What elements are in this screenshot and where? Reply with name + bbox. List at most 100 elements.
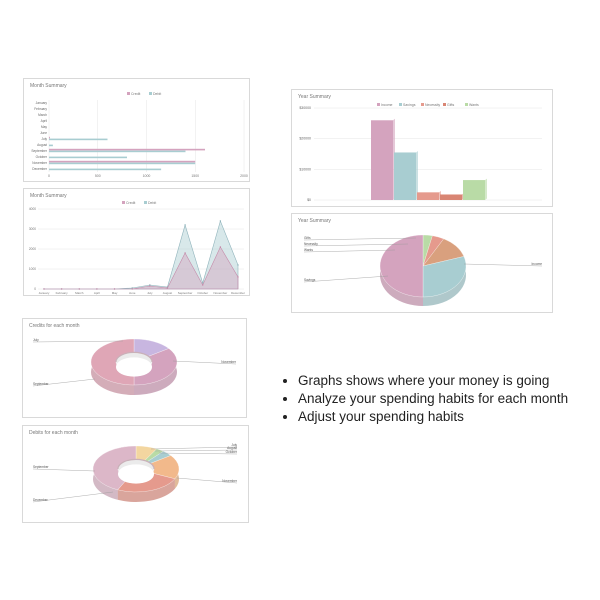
callout-line [303,275,389,283]
legend-label: Credit [131,92,140,96]
chart-title: Month Summary [30,83,67,89]
x-tick-label: 0 [48,174,50,178]
slice-label: November [221,360,237,364]
chart-title: Debits for each month [29,430,78,436]
data-point [184,252,186,254]
y-tick-label: November [32,161,48,165]
data-point [202,284,204,286]
data-point [78,288,80,290]
x-tick-label: July [147,291,153,295]
legend-swatch [127,92,130,95]
slice-label: Wants [304,248,313,252]
legend-label: Debit [148,201,156,205]
callout-line [150,446,238,450]
legend-swatch [377,103,380,106]
bar [463,180,485,200]
y-tick-label: August [37,143,47,147]
pie-side [423,256,466,306]
slice-label: Gifts [304,236,311,240]
year-summary-pie-panel: Year Summary Gifts Necessity Wants Savings I… [291,213,553,313]
legend-swatch [144,201,147,204]
y-tick-label: 0 [34,287,36,291]
legend-swatch [443,103,446,106]
y-tick-label: February [34,107,47,111]
callout-line [32,468,96,472]
chart-title: Month Summary [30,193,67,199]
data-point [96,288,98,290]
y-tick-label: April [41,119,48,123]
y-tick-label: September [31,149,48,153]
callout-line [32,340,124,343]
callout-line [172,360,237,365]
data-point [166,287,169,289]
data-point [184,224,186,226]
y-tick-label: March [38,113,47,117]
y-tick-label: $20000 [299,137,311,141]
callout-line [154,449,238,452]
bar [417,192,439,200]
x-tick-label: February [56,291,69,295]
legend-swatch [399,103,402,106]
x-tick-label: 1000 [143,174,151,178]
y-tick-label: December [32,167,48,171]
legend-swatch [149,92,152,95]
legend-label: Wants [469,103,479,107]
data-point [113,288,116,290]
bar [440,194,462,200]
slice-label: August [227,446,237,450]
bar [49,168,162,171]
x-tick-label: December [231,291,245,295]
x-tick-label: January [39,291,50,295]
x-tick-label: August [163,291,173,295]
slice-label: September [33,465,50,469]
data-point [131,287,133,289]
year-summary-bar-chart: Income Savings Necessity Gifts Wants $0 $10000… [299,103,542,202]
data-point [202,282,204,284]
y-tick-label: 2000 [29,247,36,251]
legend-label: Savings [403,103,416,107]
x-tick-label: March [75,291,84,295]
y-tick-label: $30000 [299,106,311,110]
data-point [219,246,222,248]
month-summary-bar-chart: Credit Debit 0 500 1000 1500 2000 January Februa… [31,92,248,178]
donut-hole [117,464,155,484]
data-point [237,276,239,278]
bar [371,120,393,200]
month-summary-area-panel: Month Summary Credit Debit 0 1000 2000 3000 40… [23,188,250,296]
feature-list: Graphs shows where your money is going A… [284,372,568,426]
data-point [60,288,63,290]
x-tick-label: June [129,291,136,295]
slice-label: July [33,338,39,342]
x-tick-label: October [197,291,208,295]
feature-item: Analyze your spending habits for each mo… [298,390,568,408]
bar-side [416,150,418,200]
bar [49,144,53,147]
legend-swatch [421,103,424,106]
legend-label: Necessity [425,103,440,107]
donut-side [134,348,177,395]
x-tick-label: 1500 [191,174,199,178]
data-point [131,288,133,290]
year-summary-bar-panel: Year Summary Income Savings Necessity Gifts… [291,89,553,207]
bar [394,152,416,200]
chart-title: Credits for each month [29,323,80,329]
callout-line [32,491,114,503]
slice-label: November [222,479,238,483]
y-tick-label: January [36,101,48,105]
data-point [43,288,45,290]
legend-label: Debit [153,92,161,96]
callout-line [176,477,238,484]
x-tick-label: 2000 [240,174,248,178]
callout-line [32,378,96,387]
slice-label: December [33,498,49,502]
feature-item: Graphs shows where your money is going [298,372,568,390]
data-point [149,285,151,287]
feature-item: Adjust your spending habits [298,408,568,426]
bar [49,150,186,153]
bar [49,156,127,159]
slice-label: Income [532,262,543,266]
x-tick-label: 500 [95,174,101,178]
x-tick-label: May [112,291,118,295]
y-tick-label: 3000 [29,227,36,231]
